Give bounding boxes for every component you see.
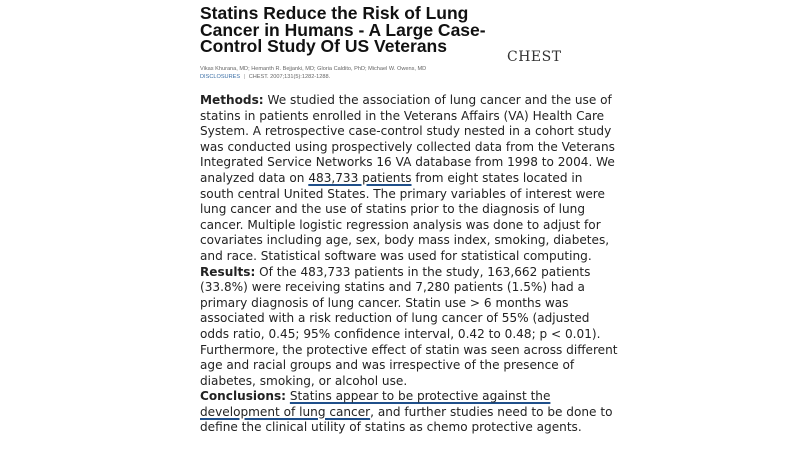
highlighted-patient-count: 483,733 patients xyxy=(308,170,412,185)
meta-separator: | xyxy=(243,74,246,80)
conclusions-label: Conclusions: xyxy=(200,389,287,404)
citation: CHEST. 2007;131(5):1282-1288. xyxy=(248,74,331,80)
conclusions-text: , and further studies need to be done to… xyxy=(200,404,613,435)
article-title: Statins Reduce the Risk of Lung Cancer i… xyxy=(200,3,486,56)
methods-text: We studied the association of lung cance… xyxy=(200,93,615,185)
journal-logo: CHEST xyxy=(507,49,562,65)
methods-section: Methods: We studied the association of l… xyxy=(200,93,620,265)
methods-label: Methods: xyxy=(200,93,264,107)
results-label: Results: xyxy=(200,264,256,279)
highlighted-conclusion: Statins appear to be protective against … xyxy=(200,389,551,419)
results-text: Of the 483,733 patients in the study, 16… xyxy=(200,264,618,388)
methods-text-continued: from eight states located in south centr… xyxy=(200,170,610,263)
author-list: Vikas Khurana, MD; Hemanth R. Bejjanki, … xyxy=(200,66,427,72)
conclusions-section: Conclusions: Statins appear to be protec… xyxy=(200,389,620,436)
abstract: Methods: We studied the association of l… xyxy=(200,93,620,436)
disclosures-link[interactable]: Disclosures xyxy=(200,74,241,80)
article-meta: Disclosures | CHEST. 2007;131(5):1282-12… xyxy=(200,74,330,80)
results-section: Results: Of the 483,733 patients in the … xyxy=(200,265,620,390)
